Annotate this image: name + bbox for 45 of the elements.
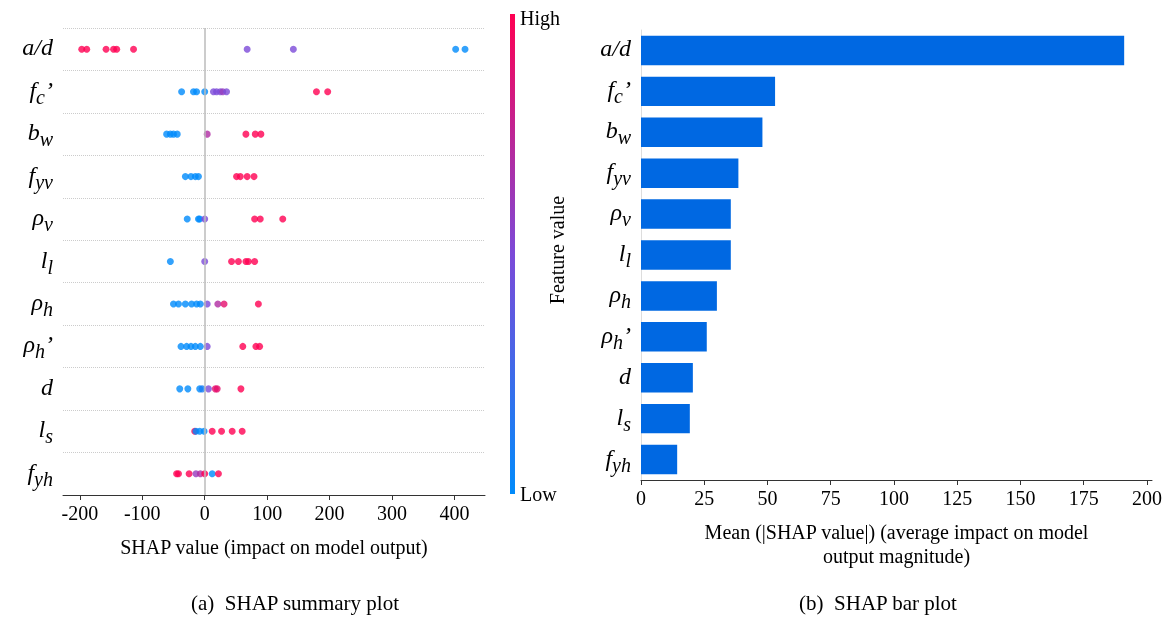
text: Low (520, 483, 557, 505)
y-tick-label: l$_{s}$ (616, 402, 631, 437)
y-tick-label: f$_{yh}$ (605, 443, 631, 479)
y-tick-label: f$_{yv}$ (28, 160, 53, 196)
x-tick-label: 0 (636, 487, 646, 509)
x-tick-label: 100 (252, 502, 283, 524)
x-tick-label: 25 (694, 487, 715, 509)
y-tick-label: l$_{l}$ (618, 239, 631, 273)
text: (a) SHAP summary plot (190, 590, 400, 615)
y-tick-label: ρ$_{h}$’ (601, 320, 631, 355)
y-tick-label: f$_{yh}$ (27, 457, 53, 493)
x-tick-label: 100 (878, 487, 909, 509)
y-tick-label: f$_{c}$’ (607, 75, 631, 110)
y-tick-label: d (41, 372, 53, 401)
x-tick-label: 200 (1131, 487, 1162, 509)
x-tick-label: 175 (1068, 487, 1099, 509)
text: (b) SHAP bar plot (799, 590, 958, 615)
x-tick-label: 75 (820, 487, 841, 509)
y-tick-label: b$_{w}$ (27, 118, 53, 152)
x-tick-label: 50 (757, 487, 778, 509)
y-tick-label: f$_{c}$’ (29, 75, 53, 110)
x-axis-title: SHAP value (impact on model output) (120, 536, 428, 559)
y-tick-label: ρ$_{h}$ (31, 287, 53, 322)
x-tick-label: 400 (439, 502, 470, 524)
x-tick-label: -100 (123, 502, 161, 524)
x-tick-label: 125 (942, 487, 973, 509)
y-tick-label: d (619, 361, 631, 390)
color-bar-title: Feature value (546, 195, 568, 305)
x-tick-label: 200 (314, 502, 345, 524)
x-tick-label: 300 (376, 502, 407, 524)
y-tick-label: ρ$_{v}$ (610, 198, 631, 232)
y-tick-label: a/d (22, 33, 53, 62)
y-tick-label: l$_{l}$ (40, 245, 53, 280)
y-tick-label: a/d (600, 34, 631, 63)
y-tick-label: f$_{yv}$ (606, 157, 631, 192)
x-axis-title: Mean (|SHAP value|) (average impact on model output magnitude) (704, 521, 1089, 568)
x-tick-label: -200 (61, 502, 99, 524)
y-tick-label: l$_{s}$ (38, 415, 53, 450)
x-tick-label: 0 (199, 502, 210, 524)
y-tick-label: ρ$_{v}$ (32, 203, 53, 237)
text: High (520, 7, 560, 29)
y-tick-label: b$_{w}$ (605, 116, 631, 151)
y-tick-label: ρ$_{h}$’ (23, 330, 53, 365)
x-tick-label: 150 (1005, 487, 1036, 509)
y-tick-label: ρ$_{h}$ (609, 279, 631, 314)
